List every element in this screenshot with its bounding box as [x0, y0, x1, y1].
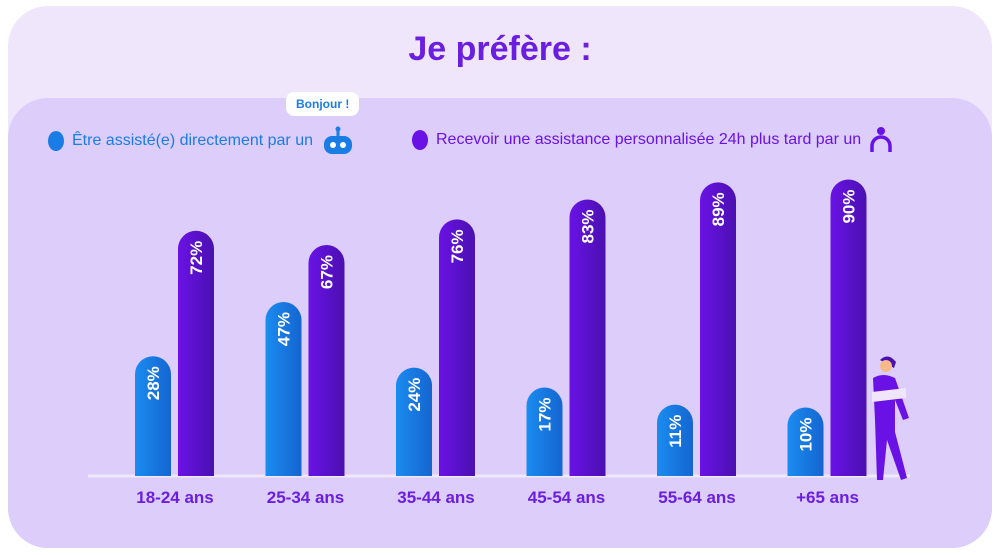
- person-illustration: [872, 356, 909, 480]
- value-label: 90%: [840, 190, 859, 224]
- bar-direct: [135, 356, 171, 476]
- bar-later: [569, 199, 606, 476]
- bar-direct: [787, 407, 824, 476]
- bar-later: [830, 179, 867, 476]
- legend-label: Recevoir une assistance personnalisée 24…: [436, 131, 862, 148]
- bar-later: [700, 182, 736, 476]
- bar-direct: [657, 404, 693, 476]
- x-tick-label: 18-24 ans: [136, 488, 214, 507]
- chart-title: Je préfère :: [408, 30, 592, 68]
- bar-later: [439, 219, 475, 476]
- value-label: 17%: [536, 398, 555, 432]
- value-label: 72%: [187, 241, 206, 275]
- x-tick-label: 45-54 ans: [528, 488, 606, 507]
- bar-later: [178, 230, 214, 476]
- x-tick-label: 25-34 ans: [267, 488, 345, 507]
- x-tick-label: 55-64 ans: [658, 488, 736, 507]
- bar-direct: [526, 387, 563, 476]
- robot-icon: [324, 126, 352, 154]
- value-label: 24%: [405, 378, 424, 412]
- x-tick-label: +65 ans: [796, 488, 859, 507]
- value-label: 11%: [666, 415, 685, 448]
- legend-swatch: [48, 131, 64, 151]
- bar-direct: [396, 367, 432, 476]
- bar-later: [308, 245, 345, 476]
- value-label: 28%: [144, 366, 163, 400]
- person-icon: [870, 127, 892, 152]
- x-tick-label: 35-44 ans: [397, 488, 475, 507]
- value-label: 89%: [709, 192, 728, 226]
- legend-item-2: Recevoir une assistance personnalisée 24…: [412, 126, 893, 154]
- legend-item-1: Être assisté(e) directement par un: [48, 126, 355, 156]
- chart-panel: [8, 98, 992, 548]
- value-label: 67%: [318, 255, 337, 289]
- bar-direct: [265, 302, 302, 476]
- value-label: 10%: [797, 418, 816, 452]
- legend-swatch: [412, 130, 428, 150]
- value-label: 47%: [275, 312, 294, 346]
- value-label: 76%: [448, 229, 467, 263]
- value-label: 83%: [579, 209, 598, 243]
- speech-bubble: Bonjour !: [286, 92, 360, 116]
- legend-label: Être assisté(e) directement par un: [72, 132, 313, 149]
